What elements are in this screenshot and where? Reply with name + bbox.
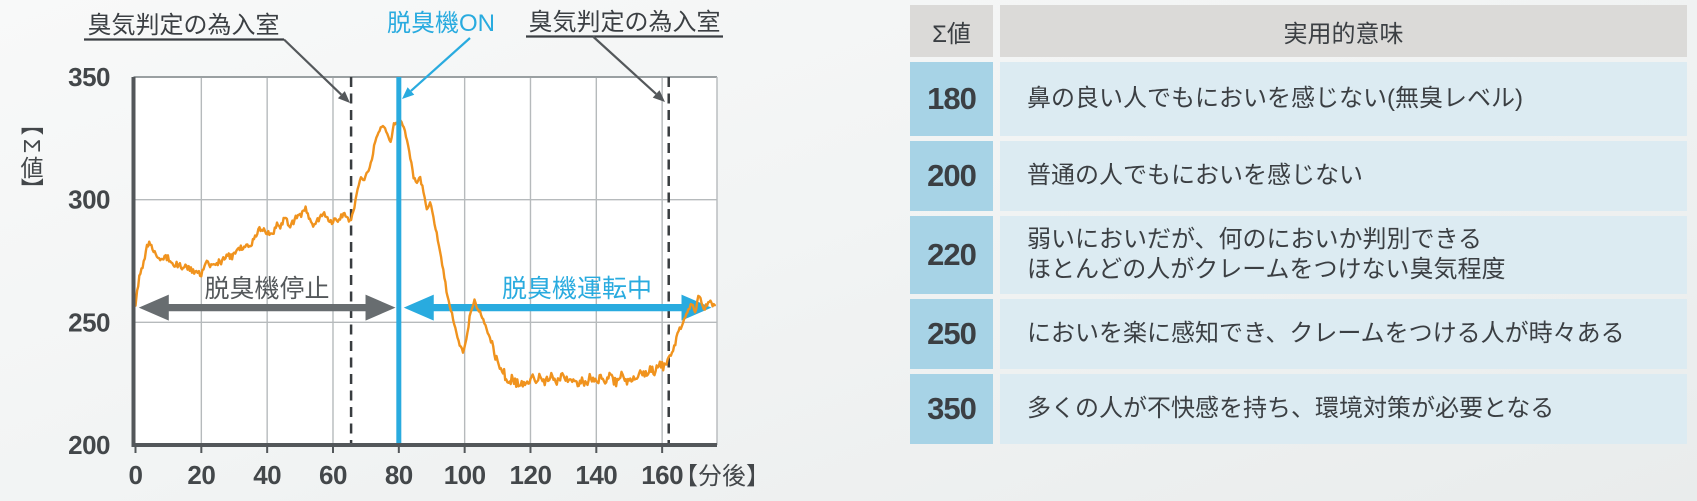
sigma-value-cell: 350 xyxy=(910,374,993,444)
sensor-value-line xyxy=(134,118,716,388)
meaning-cell: 多くの人が不快感を持ち、環境対策が必要となる xyxy=(1000,374,1687,444)
meaning-line: 普通の人でもにおいを感じない xyxy=(1027,162,1363,189)
chart-text: 250 xyxy=(68,307,110,337)
table-header-sigma: Σ値 xyxy=(910,5,993,57)
sigma-value-cell: 200 xyxy=(910,141,993,211)
enter-right-leader-arrowhead xyxy=(652,90,665,102)
meaning-line: においを楽に感知でき、クレームをつける人が時々ある xyxy=(1027,320,1625,347)
meaning-line: 弱いにおいだが、何のにおいか判別できる xyxy=(1027,226,1483,253)
chart-text: 脱臭機運転中 xyxy=(502,275,652,303)
y-axis-label-char: 【 xyxy=(19,113,45,136)
y-axis-label-char: Σ xyxy=(19,139,45,153)
table-header-meaning: 実用的意味 xyxy=(1000,5,1687,57)
table-header-row: Σ値 実用的意味 xyxy=(910,5,1687,57)
chart-text: 脱臭機ON xyxy=(387,10,495,37)
table-row: 250 においを楽に感知でき、クレームをつける人が時々ある xyxy=(910,299,1687,369)
chart-text: 350 xyxy=(68,62,110,92)
chart-text: 100 xyxy=(444,460,486,490)
chart-text: 80 xyxy=(385,460,413,490)
table-row: 200 普通の人でもにおいを感じない xyxy=(910,141,1687,211)
deodorizer-on-leader xyxy=(410,37,471,92)
chart-text: 140 xyxy=(575,460,617,490)
chart-text: 脱臭機停止 xyxy=(204,275,329,303)
stopped-span-arrow xyxy=(138,294,396,321)
axis-lines xyxy=(131,77,717,447)
meaning-cell: においを楽に感知でき、クレームをつける人が時々ある xyxy=(1000,299,1687,369)
chart-text: 0 xyxy=(129,460,143,490)
sigma-value-cell: 220 xyxy=(910,216,993,294)
meaning-cell: 弱いにおいだが、何のにおいか判別できる ほとんどの人がクレームをつけない臭気程度 xyxy=(1000,216,1687,294)
y-axis-label-char: 値 xyxy=(21,155,44,181)
sigma-value-cell: 250 xyxy=(910,299,993,369)
chart-text: 300 xyxy=(68,185,110,215)
table-row: 350 多くの人が不快感を持ち、環境対策が必要となる xyxy=(910,374,1687,444)
chart-text: 【分後】 xyxy=(674,463,770,490)
enter-left-leader xyxy=(283,38,343,96)
chart-text: 160 xyxy=(641,460,683,490)
plot-area xyxy=(133,77,717,445)
y-axis-label-char: 】 xyxy=(19,178,45,201)
table-row: 180 鼻の良い人でもにおいを感じない(無臭レベル) xyxy=(910,62,1687,136)
meaning-line: 多くの人が不快感を持ち、環境対策が必要となる xyxy=(1027,395,1555,422)
sigma-value-cell: 180 xyxy=(910,62,993,136)
enter-right-leader xyxy=(592,35,657,95)
table-row: 220 弱いにおいだが、何のにおいか判別できる ほとんどの人がクレームをつけない臭気… xyxy=(910,216,1687,294)
chart-text: 60 xyxy=(319,460,347,490)
deodorizer-on-leader-arrowhead xyxy=(402,87,415,99)
meaning-line: 鼻の良い人でもにおいを感じない(無臭レベル) xyxy=(1027,85,1523,112)
chart-text: 40 xyxy=(253,460,281,490)
sigma-value-table: Σ値 実用的意味 180 鼻の良い人でもにおいを感じない(無臭レベル) 200 普通の… xyxy=(910,5,1687,444)
chart-text: 120 xyxy=(510,460,552,490)
meaning-cell: 鼻の良い人でもにおいを感じない(無臭レベル) xyxy=(1000,62,1687,136)
chart-text: 200 xyxy=(68,430,110,460)
odor-sensor-chart: 脱臭機停止 脱臭機運転中 0 20 40 60 80 100 120 140 160 200 250 30… xyxy=(19,9,770,490)
chart-text: 臭気判定の為入室 xyxy=(88,12,280,39)
chart-text: 臭気判定の為入室 xyxy=(529,9,721,36)
enter-left-leader-arrowhead xyxy=(337,91,350,103)
meaning-line: ほとんどの人がクレームをつけない臭気程度 xyxy=(1027,256,1506,283)
running-span-arrow xyxy=(403,294,712,321)
chart-text: 20 xyxy=(187,460,215,490)
meaning-cell: 普通の人でもにおいを感じない xyxy=(1000,141,1687,211)
table-body: 180 鼻の良い人でもにおいを感じない(無臭レベル) 200 普通の人でもにおいを感じ… xyxy=(910,62,1687,444)
